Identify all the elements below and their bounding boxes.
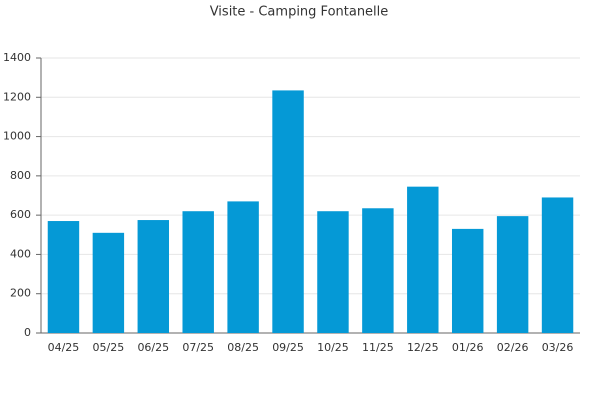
- y-tick-label: 600: [10, 208, 31, 221]
- y-tick-label: 1200: [3, 90, 31, 103]
- y-tick-label: 800: [10, 169, 31, 182]
- x-tick-label: 03/26: [542, 341, 574, 354]
- x-tick-label: 10/25: [317, 341, 349, 354]
- y-tick-label: 1000: [3, 130, 31, 143]
- bar: [182, 211, 214, 333]
- x-tick-label: 07/25: [182, 341, 214, 354]
- x-tick-label: 06/25: [137, 341, 169, 354]
- y-tick-label: 400: [10, 247, 31, 260]
- x-tick-label: 04/25: [48, 341, 80, 354]
- chart-title: Visite - Camping Fontanelle: [210, 5, 389, 20]
- y-tick-label: 200: [10, 287, 31, 300]
- bar: [407, 186, 439, 333]
- bar: [451, 228, 484, 333]
- y-tick-label: 0: [24, 326, 31, 339]
- bar: [541, 197, 574, 333]
- bar: [137, 220, 170, 333]
- x-tick-label: 12/25: [407, 341, 439, 354]
- bar: [92, 232, 125, 333]
- x-tick-label: 05/25: [93, 341, 125, 354]
- x-tick-label: 11/25: [362, 341, 394, 354]
- y-tick-label: 1400: [3, 51, 31, 64]
- x-tick-label: 01/26: [452, 341, 484, 354]
- bar: [496, 216, 529, 333]
- bar: [227, 201, 259, 333]
- x-tick-label: 02/26: [497, 341, 529, 354]
- bar: [272, 90, 304, 334]
- x-tick-label: 08/25: [227, 341, 259, 354]
- x-tick-label: 09/25: [272, 341, 304, 354]
- bar: [317, 211, 349, 333]
- bar: [47, 221, 80, 333]
- bar: [362, 208, 394, 333]
